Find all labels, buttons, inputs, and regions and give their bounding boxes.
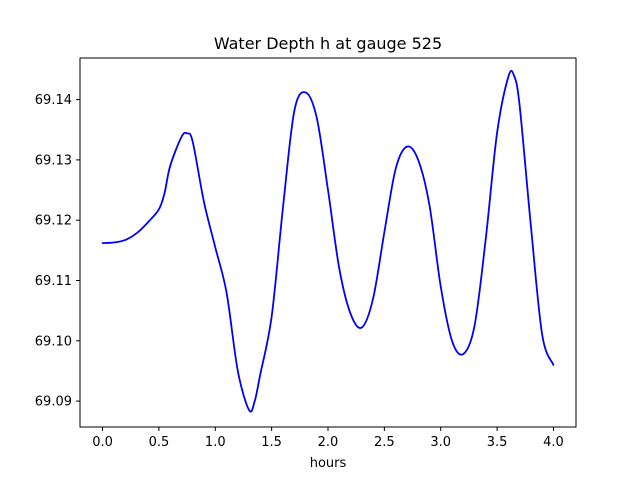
y-tick-label: 69.12 bbox=[35, 214, 72, 229]
y-tick-label: 69.14 bbox=[35, 93, 72, 108]
x-tick-label: 3.0 bbox=[430, 435, 451, 450]
chart-title: Water Depth h at gauge 525 bbox=[214, 34, 442, 53]
x-tick-label: 1.5 bbox=[261, 435, 282, 450]
y-axis: 69.09 69.10 69.11 69.12 69.13 69.14 bbox=[35, 93, 80, 410]
x-tick-label: 4.0 bbox=[543, 435, 564, 450]
series-line-0 bbox=[101, 69, 555, 413]
y-tick-label: 69.09 bbox=[35, 395, 72, 410]
y-tick-label: 69.13 bbox=[35, 153, 72, 168]
x-tick-label: 3.5 bbox=[487, 435, 508, 450]
x-tick-label: 2.0 bbox=[318, 435, 339, 450]
x-axis-label: hours bbox=[310, 456, 347, 471]
x-tick-label: 0.0 bbox=[92, 435, 113, 450]
y-tick-label: 69.11 bbox=[35, 274, 72, 289]
series-layer bbox=[101, 69, 555, 413]
x-axis: 0.0 0.5 1.0 1.5 2.0 2.5 3.0 3.5 4.0 bbox=[92, 427, 564, 450]
x-tick-label: 2.5 bbox=[374, 435, 395, 450]
x-tick-label: 1.0 bbox=[205, 435, 226, 450]
y-tick-label: 69.10 bbox=[35, 334, 72, 349]
x-tick-label: 0.5 bbox=[149, 435, 170, 450]
